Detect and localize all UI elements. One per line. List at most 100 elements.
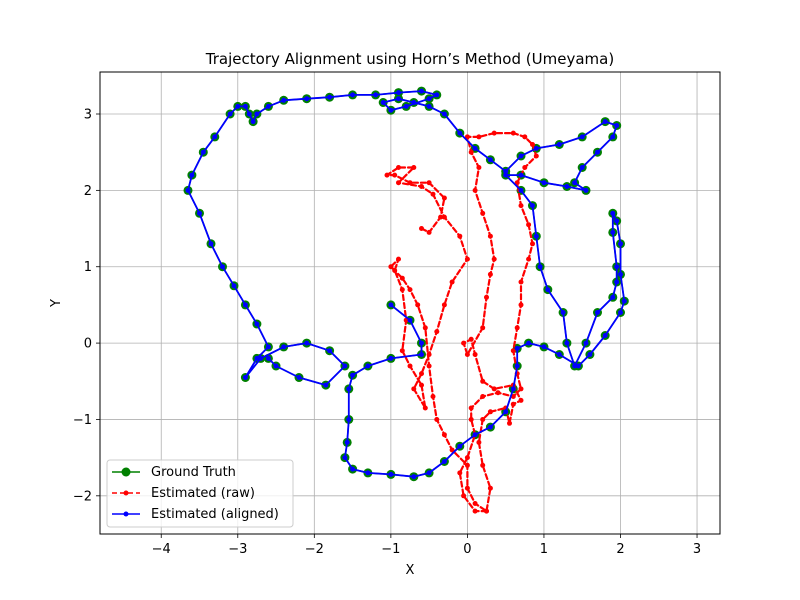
data-point-estimated-raw [426,229,432,235]
data-point-estimated-aligned [380,100,386,105]
data-point-estimated-aligned [197,210,202,216]
data-point-estimated-aligned [189,172,195,178]
data-point-estimated-aligned [472,145,478,151]
data-point-estimated-aligned [614,123,620,128]
data-point-estimated-raw [468,336,474,342]
data-point-estimated-raw [476,439,482,445]
data-point-estimated-aligned [560,310,566,315]
data-point-estimated-raw [461,340,467,346]
data-point-estimated-raw [426,180,432,186]
plot-frame [99,71,721,535]
data-point-estimated-raw [518,397,524,403]
data-point-estimated-raw [480,210,486,216]
data-point-estimated-raw [518,203,524,209]
data-point-estimated-aligned [350,92,356,98]
data-point-estimated-raw [392,172,398,178]
data-point-estimated-aligned [572,363,578,369]
data-point-estimated-aligned [342,363,348,369]
y-tick-label: 0 [84,337,92,352]
x-tick-label: 1 [540,542,548,557]
data-point-estimated-aligned [419,340,424,346]
data-point-estimated-aligned [373,92,379,98]
data-point-estimated-raw [457,470,463,476]
legend-marker-estimated-raw [123,490,129,496]
data-point-estimated-raw [480,378,486,384]
series-estimated-raw [384,130,539,514]
data-point-estimated-aligned [254,111,260,117]
data-point-estimated-aligned [304,340,310,346]
data-point-estimated-raw [480,325,486,331]
data-point-estimated-aligned [323,382,329,388]
data-point-estimated-aligned [426,96,432,102]
data-point-estimated-aligned [503,168,509,174]
data-point-estimated-raw [396,256,401,262]
data-point-estimated-raw [438,214,444,220]
data-point-estimated-aligned [265,103,271,109]
data-point-estimated-aligned [503,172,509,178]
data-point-estimated-aligned [208,241,214,247]
data-point-estimated-raw [472,352,478,357]
data-point-estimated-aligned [514,345,520,351]
data-point-estimated-raw [419,184,424,189]
data-point-estimated-aligned [530,203,535,209]
data-point-estimated-raw [510,401,516,407]
x-tick-label: −3 [228,542,247,557]
data-point-estimated-raw [449,279,455,285]
data-point-estimated-aligned [365,470,371,476]
data-point-estimated-aligned [346,386,352,392]
data-point-estimated-raw [495,390,501,396]
x-tick-label: −1 [381,542,400,557]
data-point-estimated-aligned [220,264,225,270]
data-point-estimated-raw [530,241,535,247]
series-line-estimated-aligned [187,90,626,478]
data-point-estimated-raw [514,180,520,186]
data-point-estimated-raw [468,417,474,422]
ticks: −4 −3 −2 −1 0 1 2 3 −2 −1 0 1 2 3 [73,108,701,558]
data-point-estimated-raw [464,352,470,357]
data-point-estimated-raw [522,134,528,140]
data-point-estimated-aligned [296,375,302,380]
data-point-estimated-raw [518,302,524,308]
data-point-estimated-aligned [388,355,394,361]
data-point-estimated-aligned [411,100,417,105]
data-point-estimated-aligned [487,157,493,163]
data-point-estimated-raw [510,348,516,354]
data-point-estimated-aligned [583,340,589,346]
data-point-estimated-aligned [327,348,333,354]
data-point-estimated-aligned [388,107,394,113]
x-tick-label: 3 [693,542,701,557]
data-point-estimated-aligned [510,386,516,392]
legend-label-estimated-aligned: Estimated (aligned) [151,507,279,522]
legend-frame [106,459,294,528]
data-point-estimated-aligned [575,363,581,369]
data-point-estimated-aligned [388,471,394,477]
data-point-estimated-aligned [254,355,260,361]
data-point-estimated-raw [399,275,405,281]
data-point-estimated-aligned [231,283,237,289]
data-point-estimated-aligned [595,310,600,315]
data-point-estimated-aligned [610,134,616,140]
data-point-estimated-aligned [227,111,233,117]
data-point-estimated-raw [430,191,436,197]
data-point-estimated-aligned [434,92,440,98]
data-point-estimated-raw [464,462,470,468]
data-point-estimated-raw [426,352,432,357]
data-point-estimated-aligned [618,271,623,277]
data-point-estimated-aligned [518,187,524,193]
data-point-estimated-raw [384,172,390,178]
data-point-estimated-raw [487,485,493,491]
data-point-estimated-raw [491,130,497,136]
data-point-estimated-aligned [350,466,356,472]
data-point-estimated-raw [472,501,478,506]
data-point-estimated-aligned [579,134,585,140]
data-point-estimated-raw [457,233,463,239]
data-point-estimated-aligned [365,363,371,369]
data-point-estimated-raw [484,508,489,514]
data-point-estimated-aligned [618,241,623,247]
data-point-estimated-raw [407,363,413,369]
data-point-estimated-raw [399,348,405,354]
data-point-estimated-aligned [602,119,608,125]
data-point-estimated-raw [476,165,482,170]
data-point-estimated-raw [464,455,470,461]
data-point-estimated-raw [468,405,474,411]
